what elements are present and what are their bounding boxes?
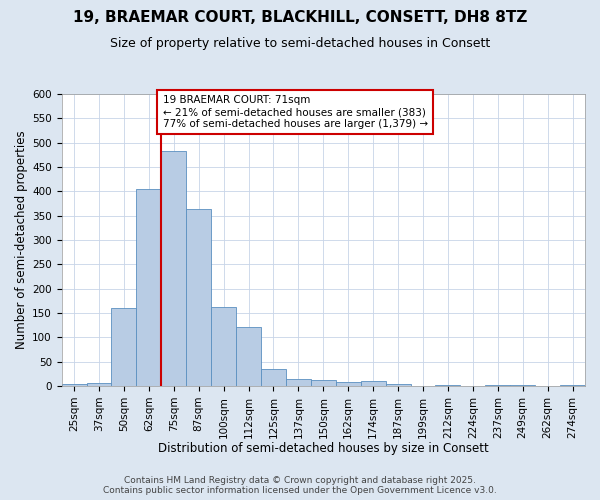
Bar [112,308,136,386]
Bar [236,326,261,386]
X-axis label: Distribution of semi-detached houses by size in Consett: Distribution of semi-detached houses by … [158,442,488,455]
Text: 19, BRAEMAR COURT, BLACKHILL, CONSETT, DH8 8TZ: 19, BRAEMAR COURT, BLACKHILL, CONSETT, D… [73,10,527,25]
Bar [361,381,386,386]
Bar [161,151,186,386]
Bar [485,384,510,386]
Bar [136,189,161,386]
Bar [560,385,585,386]
Text: Contains HM Land Registry data © Crown copyright and database right 2025.
Contai: Contains HM Land Registry data © Crown c… [103,476,497,495]
Bar [436,385,460,386]
Bar [86,382,112,386]
Bar [62,384,86,386]
Bar [286,378,311,386]
Text: Size of property relative to semi-detached houses in Consett: Size of property relative to semi-detach… [110,38,490,51]
Bar [261,369,286,386]
Bar [311,380,336,386]
Bar [386,384,410,386]
Bar [211,306,236,386]
Text: 19 BRAEMAR COURT: 71sqm
← 21% of semi-detached houses are smaller (383)
77% of s: 19 BRAEMAR COURT: 71sqm ← 21% of semi-de… [163,96,428,128]
Bar [336,382,361,386]
Y-axis label: Number of semi-detached properties: Number of semi-detached properties [15,130,28,350]
Bar [186,210,211,386]
